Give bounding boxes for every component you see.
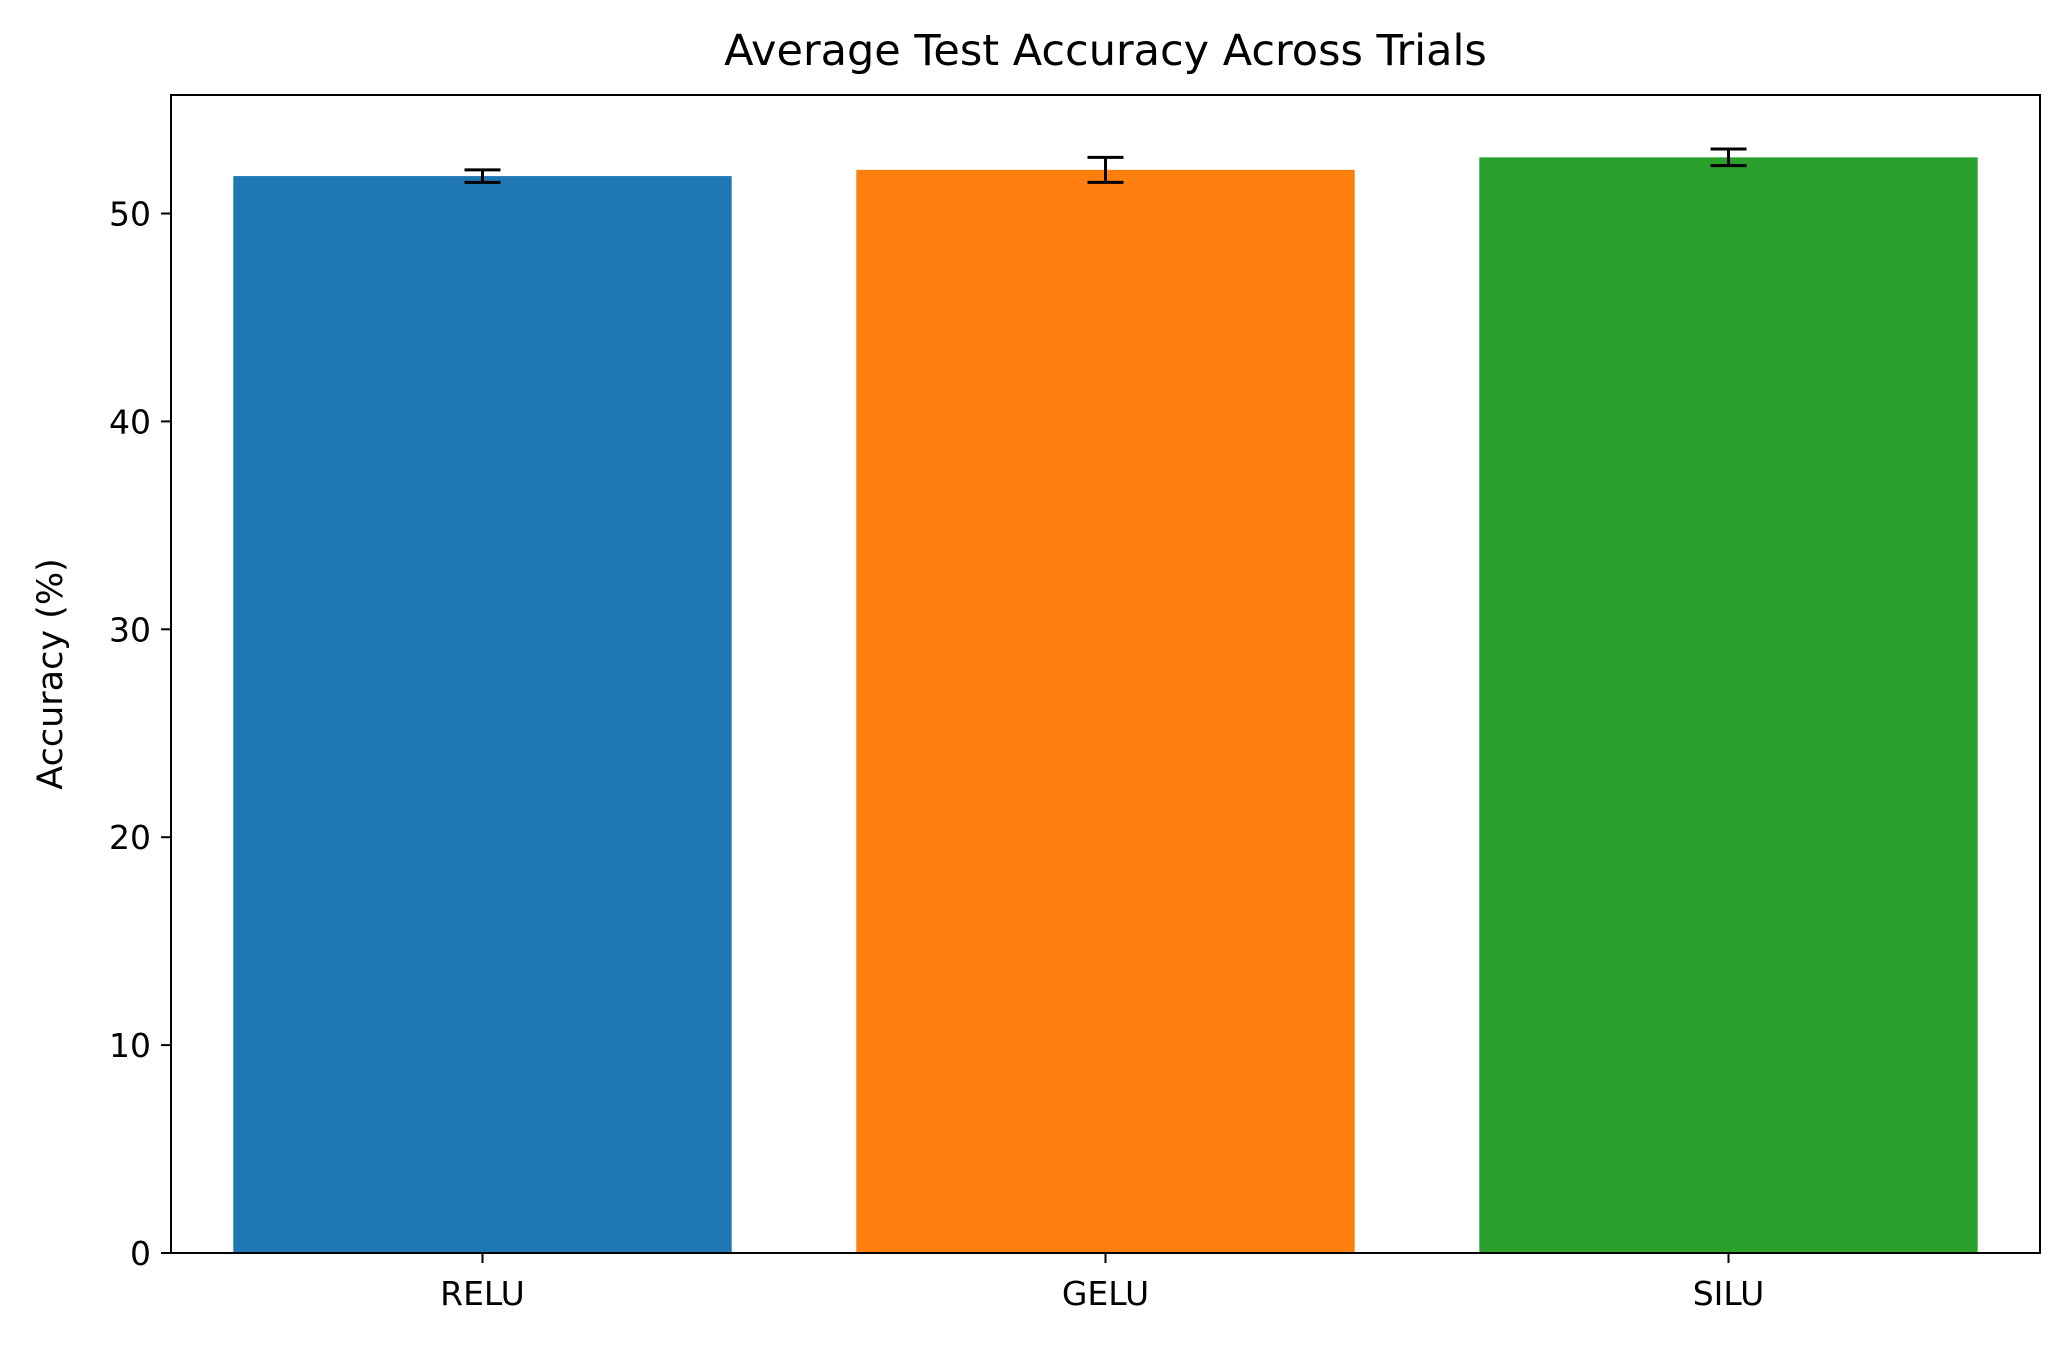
bar-relu (233, 176, 732, 1253)
bar-gelu (856, 169, 1355, 1254)
error-bars-group (464, 147, 1747, 184)
y-tick-label-30: 30 (109, 610, 151, 649)
y-tick-label-50: 50 (109, 195, 151, 234)
error-bar-gelu (1087, 155, 1124, 184)
x-tick-label-relu: RELU (440, 1274, 525, 1313)
x-axis: RELU GELU SILU (440, 1253, 1764, 1313)
y-tick-label-10: 10 (109, 1026, 151, 1065)
error-bar-silu (1710, 147, 1747, 168)
y-tick-label-0: 0 (130, 1234, 151, 1273)
y-axis-label: Accuracy (%) (31, 558, 71, 789)
bars-group (233, 157, 1978, 1254)
error-bar-relu (464, 168, 501, 184)
y-tick-label-20: 20 (109, 818, 151, 857)
y-axis: 0 10 20 30 40 50 (109, 195, 171, 1273)
chart-title: Average Test Accuracy Across Trials (724, 26, 1487, 76)
x-tick-label-silu: SILU (1693, 1274, 1765, 1313)
x-tick-label-gelu: GELU (1062, 1274, 1149, 1313)
bar-silu (1479, 157, 1978, 1253)
y-tick-label-40: 40 (109, 402, 151, 441)
